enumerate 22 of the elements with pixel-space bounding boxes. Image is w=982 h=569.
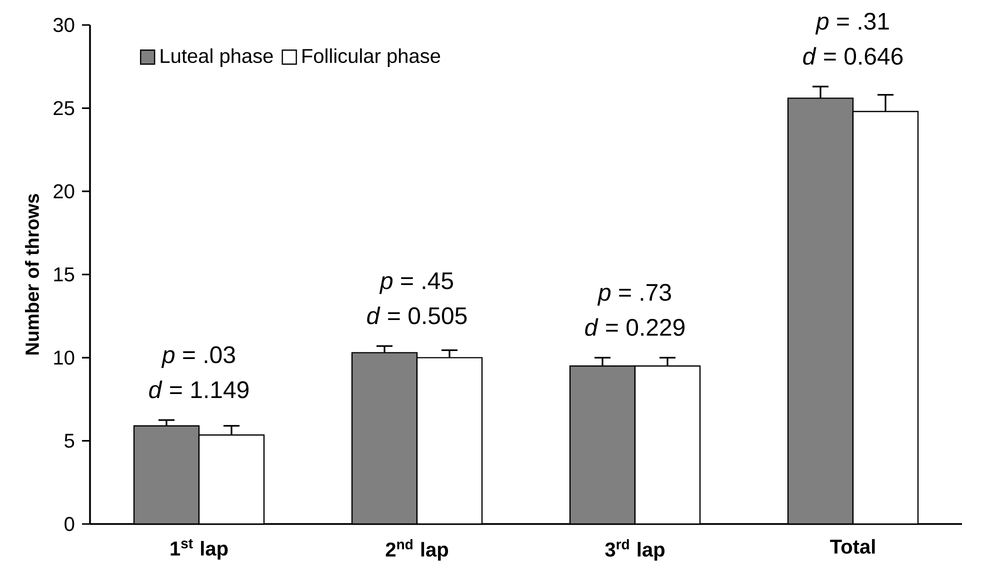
x-tick-label: 1$^{st}$ lap — [170, 539, 228, 560]
y-tick-label: 15 — [54, 268, 74, 282]
y-axis-title: Number of throws — [25, 194, 39, 354]
legend-label: Follicular phase — [302, 48, 440, 67]
y-tick-label: 25 — [54, 101, 74, 116]
annotation: d = 0.229 — [585, 318, 685, 336]
y-tick-label: 5 — [64, 434, 74, 448]
y-tick-label: 10 — [54, 350, 74, 365]
annotation: p = .73 — [597, 284, 671, 306]
annotation: d = 0.505 — [367, 306, 467, 324]
annotation: d = 1.149 — [149, 380, 249, 398]
annotation: d = 0.646 — [803, 47, 903, 65]
annotation: p = .31 — [815, 12, 889, 35]
y-tick-label: 20 — [54, 184, 74, 198]
x-tick-label: 3$^{rd}$ lap — [605, 539, 664, 561]
legend-label: Luteal phase — [160, 48, 273, 67]
annotation: p = .45 — [379, 272, 453, 294]
annotation: p = .03 — [161, 346, 235, 368]
x-tick-label: 2$^{nd}$ lap — [386, 539, 448, 561]
y-tick-label: 30 — [53, 18, 74, 32]
y-tick-label: 0 — [64, 516, 74, 532]
x-tick-label: Total — [830, 539, 875, 554]
